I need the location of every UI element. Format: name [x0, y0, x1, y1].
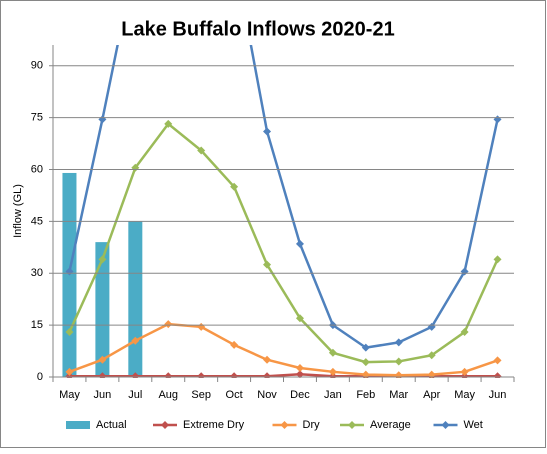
- x-tick-label: Nov: [257, 389, 277, 401]
- marker: [98, 355, 107, 364]
- legend-marker: [348, 421, 356, 429]
- x-tick-label: Oct: [226, 389, 243, 401]
- legend-label: Average: [370, 419, 411, 431]
- x-tick-label: Jan: [324, 389, 342, 401]
- y-tick-label: 90: [31, 60, 43, 72]
- marker: [197, 146, 206, 155]
- marker: [427, 370, 436, 378]
- marker: [394, 371, 403, 378]
- x-tick-label: Dec: [290, 389, 310, 401]
- bar: [128, 221, 143, 377]
- marker: [295, 239, 304, 248]
- legend-marker: [280, 421, 289, 429]
- marker: [263, 260, 272, 269]
- marker: [493, 356, 502, 365]
- x-tick-label: May: [454, 389, 475, 401]
- line: [69, 322, 498, 377]
- marker: [493, 255, 502, 264]
- x-tick-label: Sep: [191, 389, 211, 401]
- marker: [230, 182, 239, 191]
- legend-label: Extreme Dry: [183, 419, 245, 431]
- marker: [295, 370, 304, 378]
- line: [68, 122, 499, 364]
- x-tick-label: May: [59, 389, 80, 401]
- marker: [164, 320, 173, 329]
- legend-marker: [161, 421, 169, 429]
- y-tick-label: 45: [31, 215, 43, 227]
- y-axis-label: Inflow (GL): [12, 184, 24, 238]
- marker: [460, 328, 469, 337]
- x-tick-label: Jul: [128, 389, 142, 401]
- marker: [328, 367, 337, 376]
- x-tick-label: Feb: [356, 389, 375, 401]
- marker: [295, 314, 304, 323]
- x-tick-label: Mar: [389, 389, 408, 401]
- marker: [295, 364, 304, 373]
- y-tick-label: 75: [31, 112, 43, 124]
- legend-marker: [441, 421, 450, 429]
- marker: [65, 367, 74, 376]
- marker: [263, 127, 272, 136]
- marker: [98, 255, 107, 264]
- x-tick-label: Jun: [489, 389, 507, 401]
- marker: [263, 355, 272, 364]
- legend-swatch: [66, 421, 90, 429]
- marker: [394, 357, 403, 366]
- marker: [361, 343, 370, 352]
- line: [69, 372, 498, 378]
- x-tick-label: Apr: [423, 389, 440, 401]
- marker: [328, 348, 337, 357]
- legend-label: Dry: [303, 419, 321, 431]
- x-tick-label: Jun: [94, 389, 112, 401]
- marker: [230, 340, 239, 349]
- legend-label: Wet: [464, 419, 483, 431]
- chart-title: Lake Buffalo Inflows 2020-21: [121, 18, 394, 40]
- y-tick-label: 15: [31, 319, 43, 331]
- marker: [460, 367, 469, 376]
- y-tick-label: 30: [31, 267, 43, 279]
- y-tick-label: 60: [31, 163, 43, 175]
- marker: [361, 358, 370, 367]
- legend-label: Actual: [96, 419, 127, 431]
- y-tick-label: 0: [37, 371, 43, 383]
- marker: [65, 328, 74, 337]
- marker: [427, 351, 436, 360]
- marker: [394, 338, 403, 347]
- line: [68, 45, 499, 349]
- x-tick-label: Aug: [158, 389, 178, 401]
- marker: [131, 336, 140, 345]
- bar: [95, 242, 110, 377]
- marker: [361, 370, 370, 378]
- marker: [164, 119, 173, 128]
